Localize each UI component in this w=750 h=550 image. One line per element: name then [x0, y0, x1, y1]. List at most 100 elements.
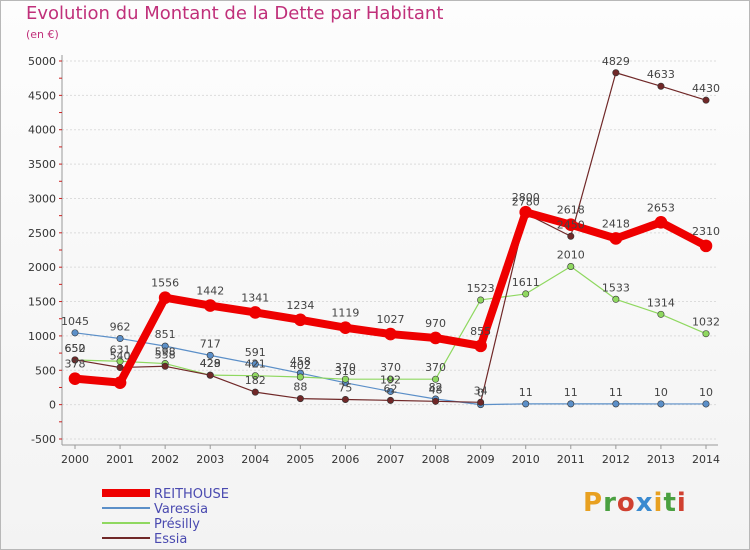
data-point	[251, 372, 259, 380]
data-label: 11	[609, 386, 623, 399]
data-point	[206, 371, 214, 379]
logo-letter: P	[583, 488, 604, 518]
data-point	[116, 364, 124, 372]
data-point	[296, 373, 304, 381]
proxiti-logo: Proxiti	[583, 488, 687, 518]
data-point	[384, 327, 397, 341]
logo-letter: i	[653, 488, 664, 518]
data-point	[429, 331, 442, 345]
legend-label: Varessia	[154, 502, 208, 517]
data-point	[251, 388, 259, 396]
data-label: 370	[380, 361, 401, 374]
x-tick-label: 2006	[331, 453, 359, 466]
data-label: 458	[290, 355, 311, 368]
data-point	[206, 351, 214, 359]
data-label: 1234	[286, 299, 314, 312]
x-tick-label: 2013	[647, 453, 675, 466]
data-label: 11	[564, 386, 578, 399]
x-tick-label: 2014	[692, 453, 720, 466]
y-tick-label: 5000	[28, 55, 56, 68]
data-label: 1119	[331, 307, 359, 320]
data-point	[522, 400, 530, 408]
data-label: 2780	[512, 196, 540, 209]
x-tick-label: 2001	[106, 453, 134, 466]
data-point	[612, 295, 620, 303]
legend-label: Présilly	[154, 517, 200, 532]
data-point	[251, 360, 259, 368]
data-label: 851	[155, 328, 176, 341]
data-point	[612, 400, 620, 408]
x-tick-label: 2008	[422, 453, 450, 466]
x-tick-label: 2000	[61, 453, 89, 466]
data-point	[296, 395, 304, 403]
data-point	[386, 387, 394, 395]
data-label: 598	[155, 346, 176, 359]
data-point	[294, 313, 307, 327]
data-label: 970	[425, 317, 446, 330]
data-label: 591	[245, 346, 266, 359]
data-label: 62	[384, 382, 398, 395]
x-tick-label: 2011	[557, 453, 585, 466]
data-point	[522, 290, 530, 298]
data-label: 429	[200, 357, 221, 370]
data-point	[386, 375, 394, 383]
data-point	[477, 296, 485, 304]
data-label: 2800	[512, 191, 540, 204]
chart-title: Evolution du Montant de la Dette par Hab…	[26, 3, 444, 24]
y-tick-label: 3500	[28, 158, 56, 171]
data-point	[657, 310, 665, 318]
data-label: 2310	[692, 225, 720, 238]
data-point	[567, 262, 575, 270]
data-label: 1442	[196, 285, 224, 298]
data-point	[116, 335, 124, 343]
data-label: 2010	[557, 248, 585, 261]
y-tick-label: 2000	[28, 261, 56, 274]
data-label: 318	[335, 365, 356, 378]
data-point	[339, 321, 352, 335]
data-point	[341, 395, 349, 403]
data-label: 378	[65, 358, 86, 371]
data-label: 558	[155, 348, 176, 361]
data-label: 1314	[647, 296, 675, 309]
data-label: 428	[200, 357, 221, 370]
data-point	[567, 232, 575, 240]
series-layer	[68, 69, 713, 409]
data-point	[71, 329, 79, 337]
data-label: 1533	[602, 281, 630, 294]
y-tick-label: 4500	[28, 89, 56, 102]
data-point	[519, 205, 533, 219]
data-label: 1611	[512, 276, 540, 289]
data-label: 631	[110, 343, 131, 356]
y-tick-label: 0	[49, 399, 56, 412]
data-label: 75	[338, 381, 352, 394]
data-point	[657, 400, 665, 408]
data-label: 4633	[647, 68, 675, 81]
x-tick-label: 2007	[377, 453, 405, 466]
y-tick-label: 1500	[28, 296, 56, 309]
axes: -500 0 500 1000 1500 2000 2500 3000 3500 4000 4500…	[28, 55, 720, 466]
data-label: 48	[429, 383, 443, 396]
x-tick-label: 2009	[467, 453, 495, 466]
data-label: 11	[519, 386, 533, 399]
data-label: 192	[380, 373, 401, 386]
data-point	[564, 218, 578, 232]
data-label: 1556	[151, 277, 179, 290]
data-point	[654, 216, 668, 229]
data-point	[612, 69, 620, 77]
x-tick-label: 2005	[286, 453, 314, 466]
data-label: 1341	[241, 291, 269, 304]
y-tick-label: 1000	[28, 330, 56, 343]
data-label: 10	[699, 386, 713, 399]
logo-letter: o	[616, 488, 636, 518]
data-point	[657, 82, 665, 90]
x-tick-label: 2012	[602, 453, 630, 466]
logo-letter: x	[635, 488, 654, 518]
data-point	[161, 342, 169, 350]
data-label: 34	[474, 384, 488, 397]
data-point	[71, 356, 79, 364]
data-point	[699, 239, 713, 253]
data-point	[158, 291, 172, 304]
y-tick-label: 2500	[28, 227, 56, 240]
data-point	[702, 330, 710, 338]
